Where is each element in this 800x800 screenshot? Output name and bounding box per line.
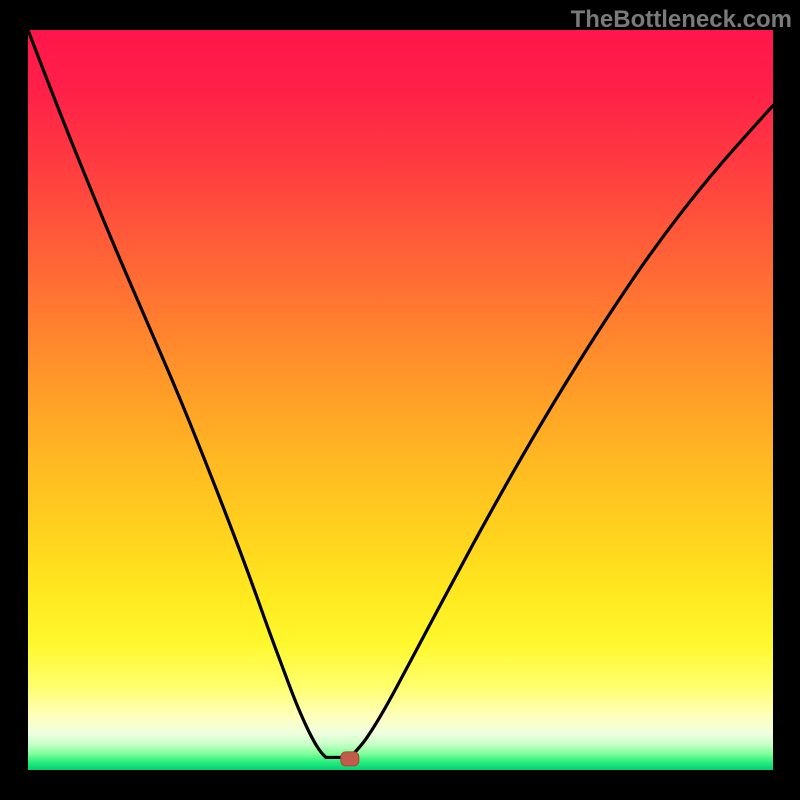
optimum-marker — [341, 752, 359, 766]
gradient-background — [28, 30, 773, 770]
chart-frame — [28, 30, 773, 770]
watermark-text: TheBottleneck.com — [571, 6, 792, 34]
bottleneck-chart — [28, 30, 773, 770]
